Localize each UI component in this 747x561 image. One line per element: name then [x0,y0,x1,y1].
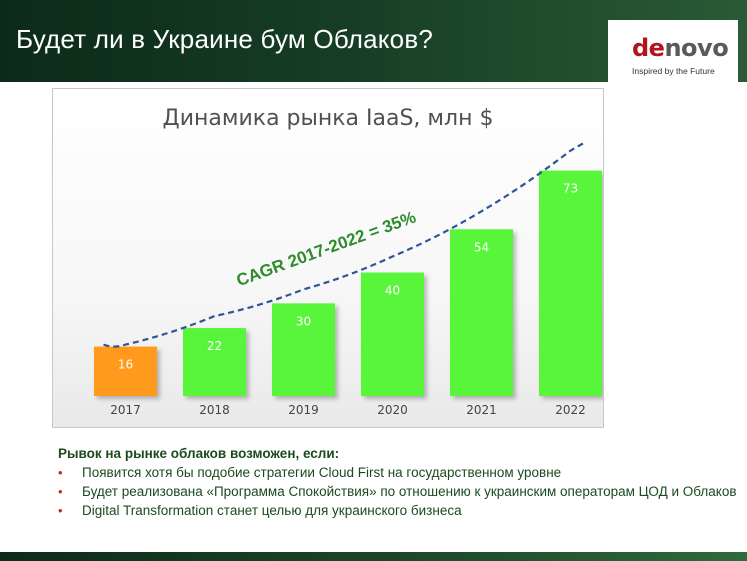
slide-title: Будет ли в Украине бум Облаков? [16,24,433,54]
bar-2020 [361,272,424,396]
data-label-2022: 73 [563,182,578,196]
list-item-text: Будет реализована «Программа Спокойствия… [82,484,737,499]
logo-word-de: de [632,34,665,62]
data-label-2019: 30 [296,314,311,328]
x-tick-2018: 2018 [199,403,230,417]
list-item: • Digital Transformation станет целью для… [58,502,738,519]
data-label-2020: 40 [385,284,400,298]
chart-frame: Динамика рынка IaaS, млн $ 16 22 30 40 54 73 … [52,88,604,428]
x-tick-2017: 2017 [110,403,141,417]
x-tick-2022: 2022 [555,403,586,417]
x-axis-labels: 2017 2018 2019 2020 2021 2022 [110,403,586,417]
x-tick-2019: 2019 [288,403,319,417]
list-item-text: Digital Transformation станет целью для … [82,503,462,518]
conditions-list: • Появится хотя бы подобие стратегии Clou… [58,464,738,519]
bar-2021 [450,229,513,396]
bars-layer: 16 22 30 40 54 73 [94,170,602,396]
data-label-2018: 22 [207,339,222,353]
cagr-trend-line [103,141,586,348]
bar-2017 [94,346,157,396]
bar-2018 [183,328,246,396]
bullet-marker: • [58,465,63,480]
company-logo: denovo Inspired by the Future [608,20,738,82]
bar-2022 [539,170,602,396]
iaas-bar-chart: Динамика рынка IaaS, млн $ 162230405473 … [94,106,602,417]
list-item: • Появится хотя бы подобие стратегии Clou… [58,464,738,481]
logo-tagline: Inspired by the Future [632,66,715,76]
data-label-2017: 16 [118,358,133,372]
chart-title: Динамика рынка IaaS, млн $ [163,106,494,131]
footer-bar [0,552,747,561]
bar-2019 [272,303,335,396]
bullet-marker: • [58,484,63,499]
logo-word-novo: novo [664,34,729,62]
conditions-section: Рывок на рынке облаков возможен, если: •… [58,446,738,521]
x-tick-2021: 2021 [466,403,497,417]
list-item-text: Появится хотя бы подобие стратегии Cloud… [82,465,562,480]
list-item: • Будет реализована «Программа Спокойстви… [58,483,738,500]
x-tick-2020: 2020 [377,403,408,417]
logo-wordmark: denovo [632,34,729,62]
conditions-heading: Рывок на рынке облаков возможен, если: [58,446,340,461]
bullet-marker: • [58,503,63,518]
data-label-2021: 54 [474,240,489,254]
